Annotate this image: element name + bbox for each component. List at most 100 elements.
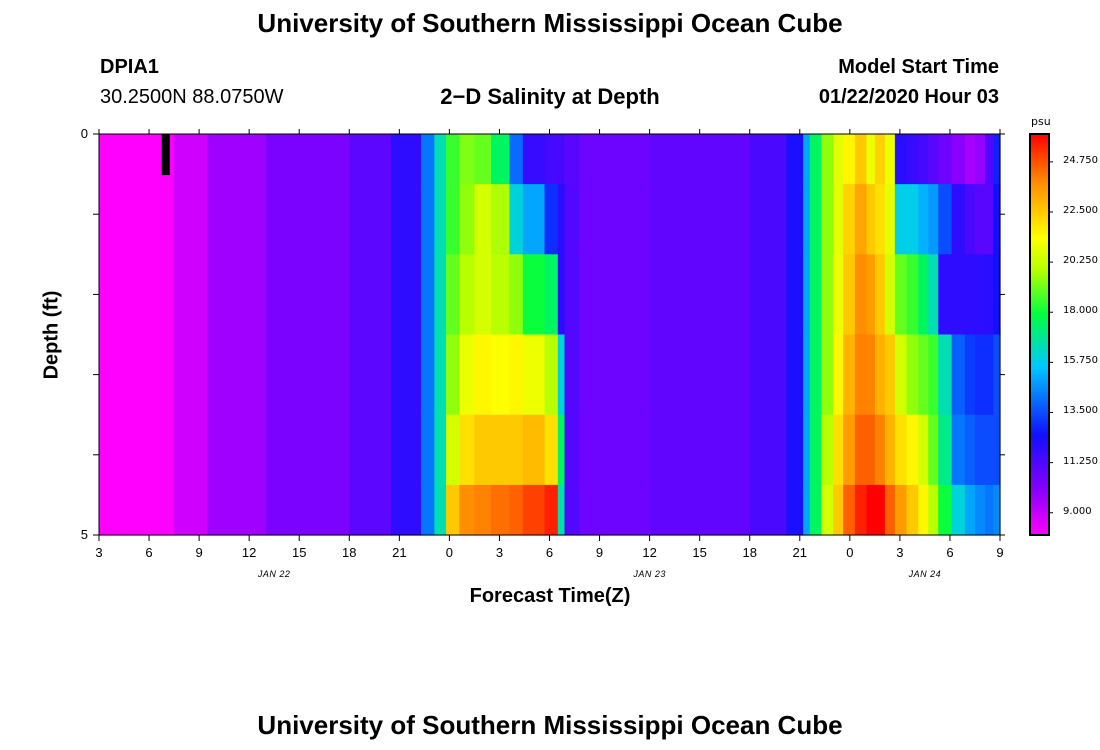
heatmap-cell bbox=[390, 484, 422, 536]
x-tick-label: 3 bbox=[95, 545, 103, 560]
station-coords: 30.2500N 88.0750W bbox=[100, 86, 284, 108]
heatmap-cell bbox=[579, 184, 651, 255]
heatmap-cell bbox=[866, 134, 876, 185]
x-tick-label: 9 bbox=[996, 545, 1004, 560]
heatmap-cell bbox=[434, 484, 447, 536]
heatmap-cell bbox=[866, 414, 876, 486]
chart-title-top: University of Southern Mississippi Ocean… bbox=[257, 8, 843, 38]
heatmap-cell bbox=[459, 254, 476, 336]
heatmap-cell bbox=[993, 414, 1001, 486]
heatmap-cell bbox=[649, 254, 751, 336]
heatmap-cell bbox=[390, 254, 422, 336]
heatmap-cell bbox=[522, 184, 546, 255]
heatmap-cell bbox=[459, 134, 476, 185]
heatmap-cell bbox=[99, 484, 125, 536]
heatmap-cell bbox=[854, 334, 868, 416]
heatmap-cell bbox=[964, 414, 976, 486]
heatmap-cell bbox=[174, 414, 209, 486]
heatmap-cell bbox=[951, 134, 966, 185]
colorbar-tick-label: 22.500 bbox=[1063, 204, 1098, 216]
heatmap-cell bbox=[884, 184, 896, 255]
heatmap-cell bbox=[390, 414, 422, 486]
heatmap-cell bbox=[821, 184, 834, 255]
heatmap-cell bbox=[993, 334, 1001, 416]
date-label: JAN 23 bbox=[633, 569, 666, 579]
colorbar-tick-label: 13.500 bbox=[1063, 405, 1098, 417]
heatmap-cell bbox=[951, 254, 966, 336]
heatmap-cell bbox=[207, 254, 267, 336]
heatmap-cell bbox=[894, 134, 908, 185]
heatmap-cell bbox=[803, 184, 811, 255]
heatmap-cell bbox=[446, 334, 460, 416]
heatmap-cell bbox=[491, 484, 511, 536]
heatmap-cell bbox=[786, 254, 804, 336]
heatmap-cell bbox=[749, 254, 788, 336]
heatmap-cell bbox=[918, 184, 929, 255]
heatmap-cell bbox=[951, 414, 966, 486]
heatmap-cell bbox=[544, 414, 559, 486]
heatmap-cell bbox=[843, 334, 856, 416]
heatmap-cell bbox=[894, 484, 908, 536]
heatmap-cell bbox=[974, 484, 986, 536]
heatmap-cell bbox=[509, 484, 524, 536]
heatmap-cell bbox=[265, 414, 350, 486]
heatmap-cell bbox=[938, 484, 953, 536]
heatmap-cell bbox=[821, 484, 834, 536]
date-label: JAN 22 bbox=[257, 569, 291, 579]
heatmap-cell bbox=[349, 484, 392, 536]
x-tick-label: 9 bbox=[595, 545, 604, 560]
heatmap-cell bbox=[974, 254, 986, 336]
heatmap-cell bbox=[579, 484, 651, 536]
heatmap-cell bbox=[843, 254, 856, 336]
heatmap-cell bbox=[854, 254, 868, 336]
heatmap-cell bbox=[906, 484, 919, 536]
colorbar-tick-label: 18.000 bbox=[1063, 305, 1098, 317]
heatmap-cell bbox=[786, 134, 804, 185]
heatmap-cell bbox=[522, 334, 546, 416]
heatmap-cell bbox=[124, 184, 175, 255]
heatmap-cell bbox=[974, 184, 986, 255]
heatmap-cell bbox=[509, 254, 524, 336]
heatmap-cell bbox=[918, 414, 929, 486]
x-tick-label: 12 bbox=[642, 545, 657, 560]
heatmap-cell bbox=[938, 134, 953, 185]
heatmap-cell bbox=[207, 414, 267, 486]
heatmap-cell bbox=[421, 134, 435, 185]
heatmap-cell bbox=[491, 334, 511, 416]
heatmap-cell bbox=[964, 184, 976, 255]
colorbar-tick-label: 11.250 bbox=[1063, 455, 1098, 467]
heatmap-cell bbox=[874, 184, 886, 255]
heatmap-cell bbox=[993, 134, 1001, 185]
heatmap-cell bbox=[874, 334, 886, 416]
colorbar-tick-label: 24.750 bbox=[1063, 154, 1098, 166]
heatmap-cell bbox=[522, 254, 546, 336]
heatmap-cell bbox=[446, 484, 460, 536]
heatmap-cell bbox=[579, 134, 651, 185]
heatmap-cell bbox=[649, 334, 751, 416]
heatmap-cell bbox=[918, 334, 929, 416]
heatmap-cell bbox=[833, 414, 844, 486]
heatmap-cell bbox=[833, 184, 844, 255]
heatmap-cell bbox=[964, 334, 976, 416]
heatmap-cell bbox=[874, 134, 886, 185]
heatmap-cell bbox=[866, 254, 876, 336]
heatmap-cell bbox=[557, 484, 566, 536]
y-tick-label: 5 bbox=[80, 527, 88, 542]
heatmap-cell bbox=[964, 134, 976, 185]
heatmap-cell bbox=[993, 184, 1001, 255]
heatmap-cell bbox=[843, 134, 856, 185]
colorbar bbox=[1029, 133, 1050, 536]
heatmap-cell bbox=[349, 334, 392, 416]
heatmap-cell bbox=[544, 334, 559, 416]
heatmap-cell bbox=[984, 334, 994, 416]
model-start-value: 01/22/2020 Hour 03 bbox=[818, 86, 999, 108]
heatmap-cell bbox=[491, 184, 511, 255]
heatmap-cell bbox=[894, 254, 908, 336]
heatmap-cell bbox=[749, 484, 788, 536]
heatmap-cell bbox=[803, 414, 811, 486]
heatmap-cell bbox=[544, 134, 559, 185]
heatmap-cell bbox=[99, 334, 125, 416]
heatmap-cell bbox=[906, 134, 919, 185]
heatmap-cell bbox=[884, 134, 896, 185]
heatmap-cell bbox=[522, 484, 546, 536]
